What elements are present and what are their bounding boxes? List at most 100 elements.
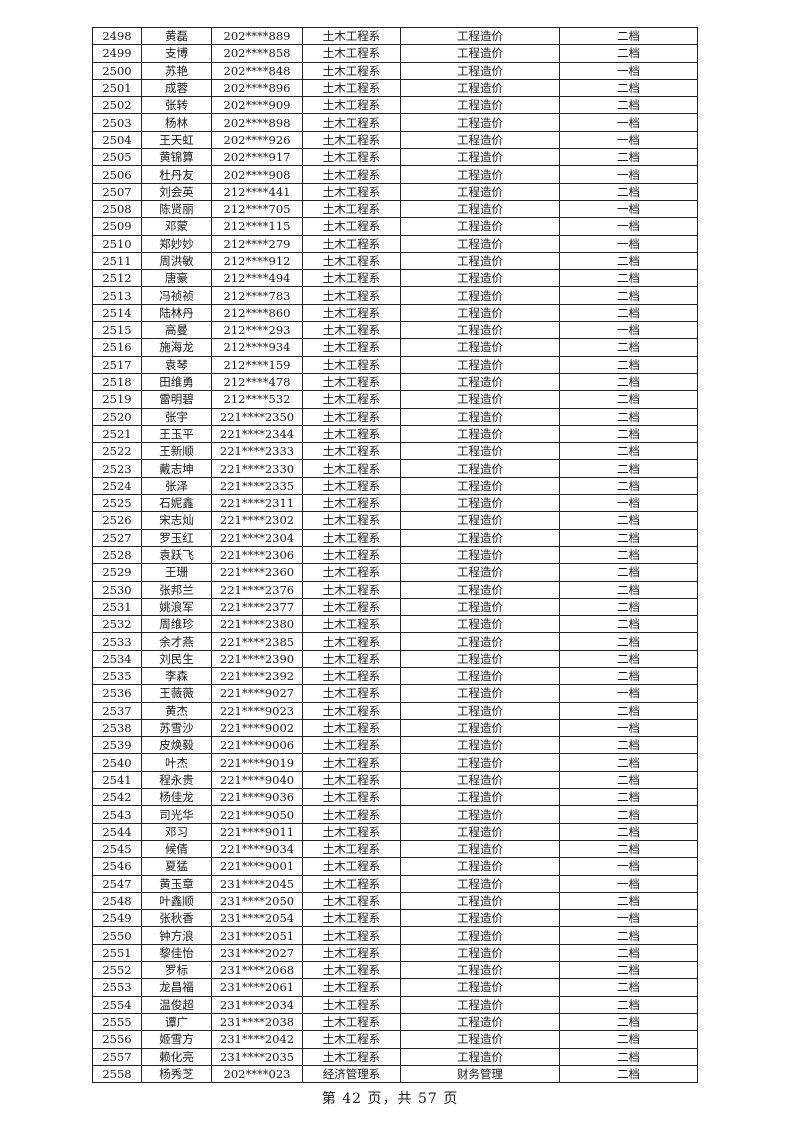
row-number-cell: 2534 (92, 649, 142, 668)
student-id-cell: 212****532 (211, 390, 303, 409)
table-row: 2540 叶杰 221****9019 土木工程系 工程造价 二档 (92, 753, 698, 772)
department-cell: 土木工程系 (302, 874, 401, 893)
student-id-cell: 221****2306 (211, 545, 303, 565)
table-row: 2524 张泽 221****2335 土木工程系 工程造价 二档 (92, 476, 698, 496)
table-row: 2512 唐豪 212****494 土木工程系 工程造价 二档 (92, 269, 698, 288)
student-name-cell: 杨秀芝 (141, 1064, 212, 1084)
student-id-cell: 231****2035 (211, 1047, 303, 1066)
student-name-cell: 支博 (141, 44, 212, 63)
table-row: 2553 龙昌福 231****2061 土木工程系 工程造价 二档 (92, 978, 698, 997)
major-cell: 工程造价 (400, 1047, 560, 1066)
row-number-cell: 2532 (92, 615, 142, 634)
department-cell: 土木工程系 (302, 839, 401, 859)
row-number-cell: 2513 (92, 286, 142, 305)
major-cell: 工程造价 (400, 1030, 560, 1049)
tier-cell: 二档 (559, 1047, 698, 1066)
department-cell: 土木工程系 (302, 580, 401, 599)
student-id-cell: 212****912 (211, 251, 303, 271)
table-row: 2544 邓习 221****9011 土木工程系 工程造价 二档 (92, 822, 698, 841)
major-cell: 工程造价 (400, 597, 560, 617)
department-cell: 土木工程系 (302, 995, 401, 1014)
department-cell: 土木工程系 (302, 597, 401, 617)
table-row: 2515 高曼 212****293 土木工程系 工程造价 一档 (92, 321, 698, 340)
table-row: 2522 王新顺 221****2333 土木工程系 工程造价 二档 (92, 442, 698, 461)
table-row: 2554 温俊超 231****2034 土木工程系 工程造价 二档 (92, 995, 698, 1014)
table-row: 2558 杨秀芝 202****023 经济管理系 财务管理 二档 (92, 1064, 698, 1084)
table-row: 2528 袁跃飞 221****2306 土木工程系 工程造价 二档 (92, 545, 698, 565)
major-cell: 工程造价 (400, 666, 560, 686)
major-cell: 工程造价 (400, 926, 560, 945)
department-cell: 土木工程系 (302, 476, 401, 496)
tier-cell: 二档 (559, 805, 698, 824)
major-cell: 工程造价 (400, 874, 560, 893)
student-id-cell: 231****2038 (211, 1012, 303, 1032)
tier-cell: 二档 (559, 251, 698, 271)
row-number-cell: 2540 (92, 753, 142, 772)
student-id-cell: 221****9036 (211, 788, 303, 807)
student-name-cell: 罗标 (141, 961, 212, 980)
table-row: 2546 夏猛 221****9001 土木工程系 工程造价 一档 (92, 857, 698, 876)
major-cell: 工程造价 (400, 822, 560, 841)
student-id-cell: 202****926 (211, 130, 303, 150)
tier-cell: 二档 (559, 476, 698, 496)
tier-cell: 二档 (559, 390, 698, 409)
student-name-cell: 张转 (141, 96, 212, 115)
student-id-cell: 221****9027 (211, 684, 303, 703)
student-name-cell: 张秋香 (141, 909, 212, 928)
table-row: 2502 张转 202****909 土木工程系 工程造价 二档 (92, 96, 698, 115)
row-number-cell: 2519 (92, 390, 142, 409)
table-row: 2543 司光华 221****9050 土木工程系 工程造价 二档 (92, 805, 698, 824)
tier-cell: 二档 (559, 1030, 698, 1049)
department-cell: 土木工程系 (302, 78, 401, 98)
department-cell: 土木工程系 (302, 217, 401, 236)
row-number-cell: 2548 (92, 891, 142, 911)
department-cell: 土木工程系 (302, 113, 401, 132)
student-name-cell: 苏雪沙 (141, 718, 212, 738)
row-number-cell: 2530 (92, 580, 142, 599)
table-row: 2552 罗标 231****2068 土木工程系 工程造价 二档 (92, 961, 698, 980)
row-number-cell: 2546 (92, 857, 142, 876)
tier-cell: 二档 (559, 995, 698, 1014)
major-cell: 工程造价 (400, 736, 560, 755)
student-id-cell: 231****2061 (211, 978, 303, 997)
row-number-cell: 2503 (92, 113, 142, 132)
department-cell: 土木工程系 (302, 943, 401, 963)
row-number-cell: 2502 (92, 96, 142, 115)
student-id-cell: 212****115 (211, 217, 303, 236)
tier-cell: 二档 (559, 943, 698, 963)
student-id-cell: 212****705 (211, 199, 303, 219)
major-cell: 工程造价 (400, 943, 560, 963)
major-cell: 工程造价 (400, 442, 560, 461)
tier-cell: 二档 (559, 580, 698, 599)
student-name-cell: 陈贤丽 (141, 199, 212, 219)
table-row: 2534 刘民生 221****2390 土木工程系 工程造价 二档 (92, 649, 698, 668)
student-id-cell: 212****279 (211, 234, 303, 253)
tier-cell: 二档 (559, 736, 698, 755)
major-cell: 工程造价 (400, 632, 560, 651)
department-cell: 土木工程系 (302, 511, 401, 530)
student-id-cell: 212****293 (211, 321, 303, 340)
table-row: 2550 钟方浪 231****2051 土木工程系 工程造价 二档 (92, 926, 698, 945)
department-cell: 土木工程系 (302, 753, 401, 772)
student-name-cell: 张宇 (141, 407, 212, 426)
tier-cell: 一档 (559, 61, 698, 80)
student-name-cell: 杜丹友 (141, 165, 212, 184)
row-number-cell: 2518 (92, 372, 142, 392)
student-id-cell: 221****2360 (211, 563, 303, 582)
major-cell: 工程造价 (400, 390, 560, 409)
tier-cell: 二档 (559, 615, 698, 634)
department-cell: 土木工程系 (302, 961, 401, 980)
student-name-cell: 周洪敏 (141, 251, 212, 271)
student-id-cell: 221****2377 (211, 597, 303, 617)
department-cell: 土木工程系 (302, 303, 401, 323)
student-name-cell: 黄磊 (141, 26, 212, 46)
student-name-cell: 苏艳 (141, 61, 212, 80)
row-number-cell: 2552 (92, 961, 142, 980)
major-cell: 工程造价 (400, 788, 560, 807)
tier-cell: 二档 (559, 355, 698, 374)
row-number-cell: 2527 (92, 528, 142, 547)
student-name-cell: 夏猛 (141, 857, 212, 876)
student-name-cell: 陆林丹 (141, 303, 212, 323)
tier-cell: 一档 (559, 199, 698, 219)
department-cell: 土木工程系 (302, 372, 401, 392)
